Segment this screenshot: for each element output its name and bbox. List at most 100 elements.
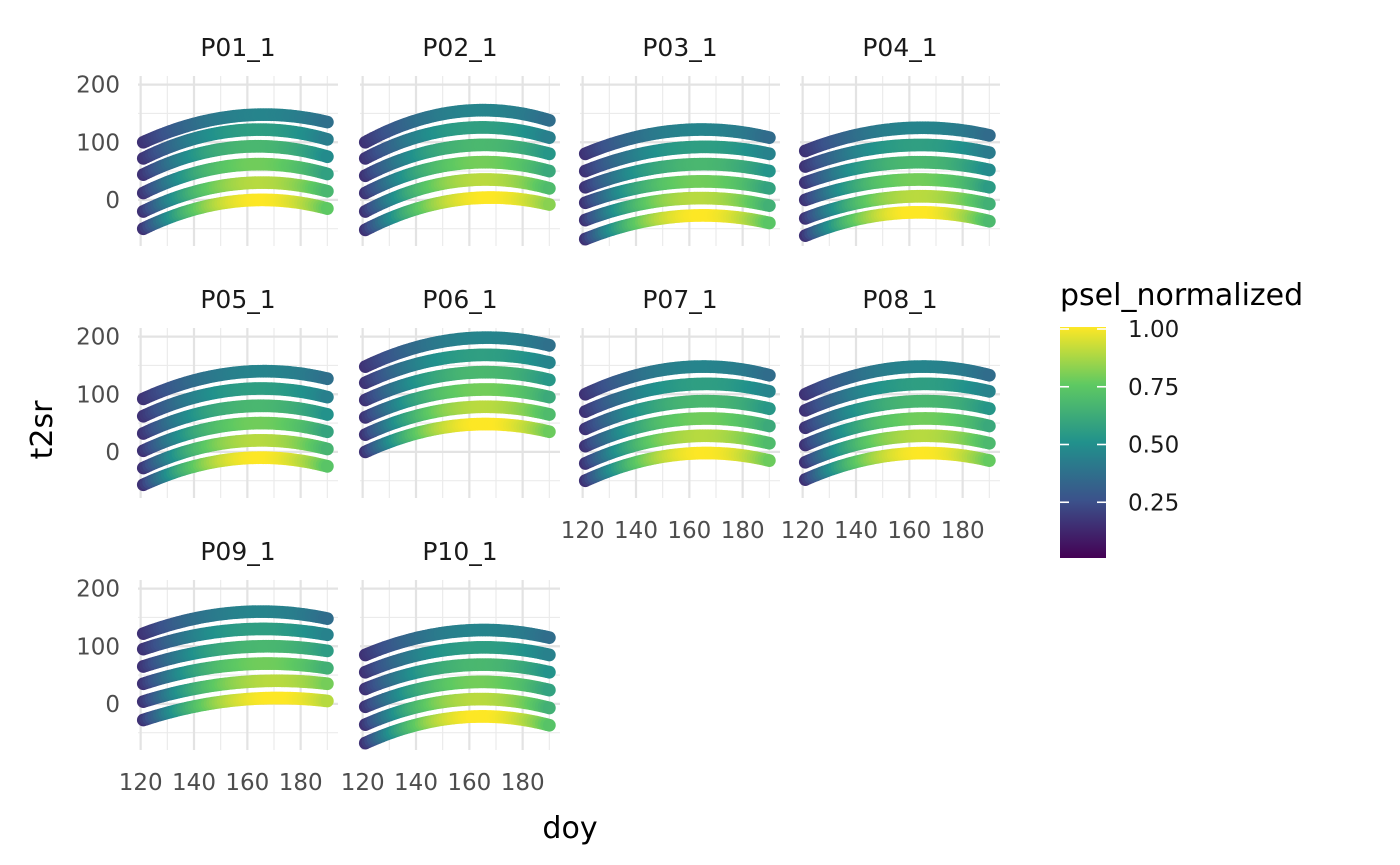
data-point <box>762 147 776 161</box>
data-point <box>320 442 334 456</box>
data-point <box>762 402 776 416</box>
facet-strip-label: P01_1 <box>200 33 275 62</box>
data-point <box>762 164 776 178</box>
facet-panel: P01_1 0 100 200 <box>76 33 338 246</box>
data-point <box>320 677 334 691</box>
data-point <box>982 384 996 398</box>
data-point <box>762 454 776 467</box>
data-point <box>762 216 776 230</box>
x-tick-label: 180 <box>941 518 985 544</box>
facet-panel: P03_1 <box>578 33 780 246</box>
legend-tick-label: 1.00 <box>1128 317 1179 343</box>
data-point <box>542 147 556 161</box>
data-point <box>320 425 334 439</box>
data-point <box>320 694 334 708</box>
data-point <box>982 197 996 211</box>
data-point <box>762 419 776 433</box>
data-point <box>542 648 556 662</box>
data-point <box>982 402 996 416</box>
data-point <box>320 628 334 642</box>
data-point <box>982 146 996 160</box>
x-tick-label: 160 <box>225 770 269 796</box>
data-point <box>320 167 334 181</box>
data-point <box>762 384 776 398</box>
facet-strip-label: P07_1 <box>642 285 717 314</box>
y-tick-label: 0 <box>105 440 120 466</box>
facet-panel: P05_1 0 100 200 <box>76 285 338 498</box>
data-point <box>982 128 996 142</box>
x-axis-title: doy <box>542 811 597 846</box>
facet-panel: P10_1 120 140 160 180 <box>341 537 560 796</box>
y-axis-title: t2sr <box>25 400 60 459</box>
facet-panel: P06_1 <box>358 285 560 498</box>
facet-strip-label: P04_1 <box>862 33 937 62</box>
y-tick-label: 200 <box>76 325 120 351</box>
facet-panel: P08_1 120 140 160 180 <box>781 285 1000 544</box>
data-point <box>320 184 334 198</box>
data-point <box>982 180 996 194</box>
data-point <box>320 132 334 146</box>
legend-tick-label: 0.50 <box>1128 433 1179 459</box>
x-tick-label: 120 <box>119 770 163 796</box>
data-point <box>542 390 556 404</box>
data-point <box>982 436 996 450</box>
facet-strip-label: P03_1 <box>642 33 717 62</box>
x-tick-label: 120 <box>341 770 385 796</box>
data-point <box>320 612 334 626</box>
facet-strip-label: P09_1 <box>200 537 275 566</box>
data-point <box>542 181 556 195</box>
data-point <box>320 115 334 129</box>
facet-panel: P09_1 0 100 200 120 140 160 180 <box>76 537 338 796</box>
data-point <box>982 163 996 177</box>
y-tick-label: 200 <box>76 73 120 99</box>
data-point <box>762 181 776 195</box>
x-tick-label: 180 <box>279 770 323 796</box>
data-point <box>320 644 334 658</box>
y-tick-label: 0 <box>105 692 120 718</box>
data-point <box>542 718 556 732</box>
facet-strip-label: P02_1 <box>422 33 497 62</box>
data-point <box>320 661 334 675</box>
facet-panel: P07_1 120 140 160 180 <box>561 285 780 544</box>
data-point <box>320 390 334 404</box>
data-point <box>320 459 334 473</box>
data-point <box>762 436 776 450</box>
facet-strip-label: P10_1 <box>422 537 497 566</box>
data-point <box>542 425 556 439</box>
x-tick-label: 160 <box>447 770 491 796</box>
facet-panel: P02_1 <box>358 33 560 246</box>
data-point <box>762 131 776 145</box>
x-tick-label: 120 <box>781 518 825 544</box>
x-tick-label: 160 <box>667 518 711 544</box>
facet-strip-label: P08_1 <box>862 285 937 314</box>
legend-colorbar <box>1060 327 1106 558</box>
data-point <box>542 356 556 369</box>
x-tick-label: 140 <box>394 770 438 796</box>
data-point <box>542 164 556 178</box>
y-tick-label: 100 <box>76 130 120 156</box>
x-tick-label: 140 <box>614 518 658 544</box>
x-tick-label: 140 <box>172 770 216 796</box>
data-point <box>982 368 996 382</box>
data-point <box>542 373 556 387</box>
data-point <box>542 665 556 679</box>
facet-panel: P04_1 <box>798 33 1000 246</box>
data-point <box>542 701 556 715</box>
color-legend: psel_normalized 1.00 0.75 0.50 0.25 <box>1060 278 1303 558</box>
x-tick-label: 180 <box>501 770 545 796</box>
x-tick-label: 180 <box>721 518 765 544</box>
data-point <box>320 150 334 164</box>
data-point <box>982 419 996 433</box>
y-tick-label: 100 <box>76 382 120 408</box>
data-point <box>982 454 996 467</box>
data-point <box>762 368 776 382</box>
y-tick-label: 0 <box>105 188 120 214</box>
legend-title: psel_normalized <box>1060 278 1303 313</box>
facet-strip-label: P05_1 <box>200 285 275 314</box>
legend-tick-label: 0.25 <box>1128 490 1179 516</box>
data-point <box>542 113 556 127</box>
data-point <box>542 131 556 145</box>
y-tick-label: 100 <box>76 634 120 660</box>
